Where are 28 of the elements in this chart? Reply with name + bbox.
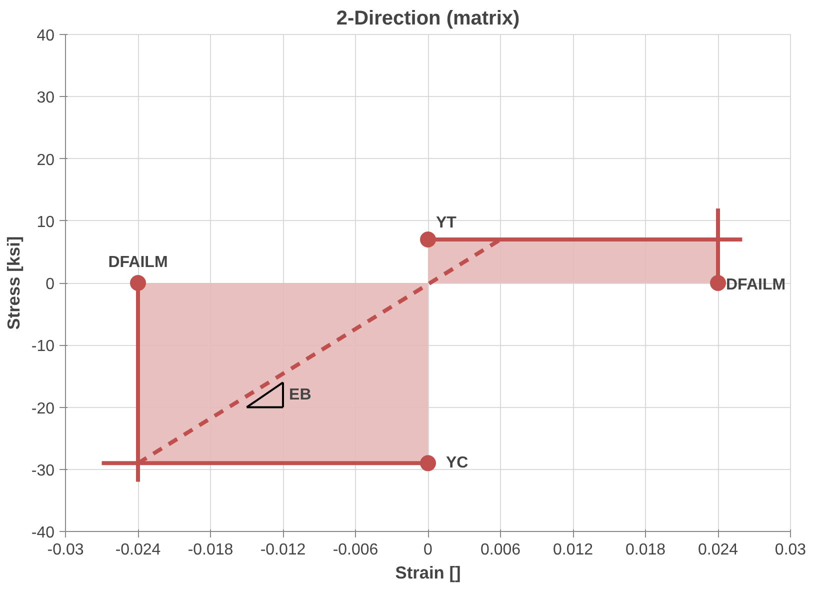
- x-tick-label: -0.018: [188, 542, 234, 558]
- y-axis-title: Stress [ksi]: [3, 236, 24, 330]
- annotation: DFAILM: [726, 276, 786, 294]
- x-tick-label: 0.006: [480, 542, 521, 558]
- x-tick-label: 0.03: [774, 542, 806, 558]
- x-tick-label: -0.012: [260, 542, 306, 558]
- x-tick-label: -0.024: [115, 542, 161, 558]
- x-tick-label: -0.03: [47, 542, 84, 558]
- y-tick-label: -40: [31, 524, 55, 542]
- x-tick-label: 0: [424, 542, 433, 558]
- y-tick-label: 0: [46, 276, 55, 293]
- y-tick-label: 10: [36, 214, 55, 231]
- x-tick-label: 0.024: [698, 542, 738, 558]
- x-tick-label: 0.012: [552, 542, 594, 558]
- annotation: YT: [436, 214, 457, 232]
- chart-title: 2-Direction (matrix): [336, 8, 520, 30]
- y-tick-label: 20: [36, 152, 55, 169]
- y-tick-label: -20: [31, 400, 55, 418]
- y-tick-label: -10: [31, 338, 55, 356]
- y-tick-label: 40: [36, 28, 55, 44]
- annotation: EB: [289, 386, 312, 404]
- annotation: DFAILM: [108, 254, 168, 271]
- x-axis-title: Strain []: [395, 562, 461, 582]
- y-tick-label: -30: [31, 462, 55, 480]
- x-tick-label: -0.006: [332, 542, 378, 558]
- y-tick-label: 30: [36, 90, 55, 107]
- x-tick-label: 0.018: [625, 542, 666, 558]
- annotation: YC: [446, 454, 469, 472]
